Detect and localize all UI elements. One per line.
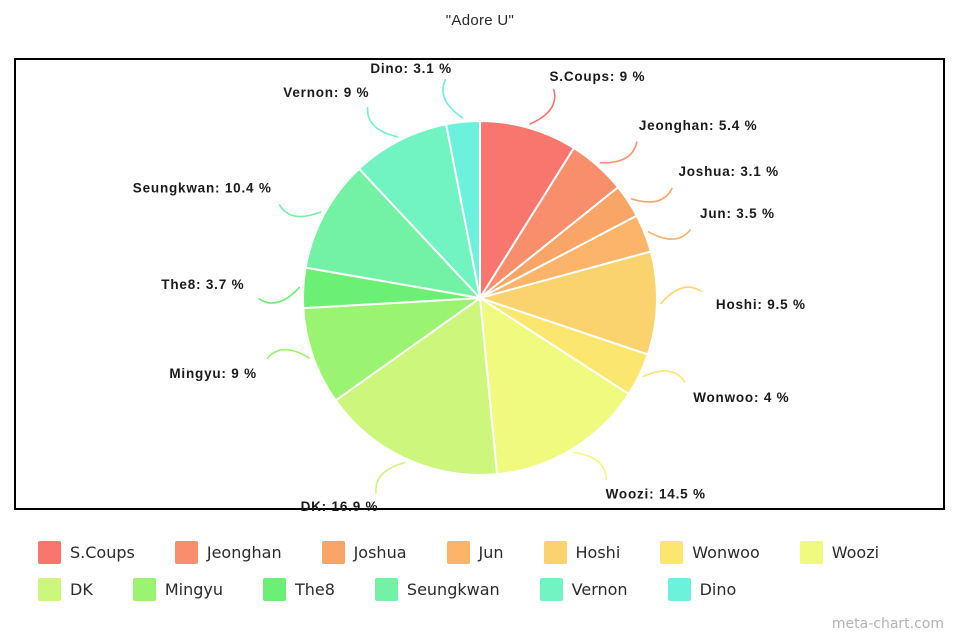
- legend-swatch-seungkwan: [374, 578, 398, 601]
- pie-chart: S.Coups: 9 % Jeonghan: 5.4 % Joshua: 3.1 %…: [133, 61, 806, 514]
- legend-label: Seungkwan: [406, 580, 500, 599]
- legend-row: S.Coups Jeonghan Joshua Jun Hoshi Wonwoo Woozi: [38, 541, 938, 564]
- legend-swatch-dk: [38, 578, 61, 601]
- pie-slice-dino: [445, 119, 481, 299]
- legend-item-the8: The8: [262, 578, 335, 601]
- callout-line-vernon: [366, 106, 399, 138]
- legend-swatch-scoups: [38, 541, 61, 564]
- slice-callout-vernon: Vernon: 9 %: [283, 85, 369, 100]
- legend-label: Hoshi: [575, 543, 621, 562]
- legend-swatch-woozi: [799, 541, 823, 564]
- legend-row: DK Mingyu The8 Seungkwan Vernon Dino: [38, 578, 938, 601]
- legend-swatch-mingyu: [132, 578, 156, 601]
- callout-line-woozi: [573, 451, 608, 481]
- legend-label: Mingyu: [164, 580, 223, 599]
- pie-slice-hoshi: [479, 250, 658, 356]
- legend-swatch-the8: [262, 578, 286, 601]
- callout-line-hoshi: [660, 286, 702, 305]
- legend-swatch-hoshi: [543, 541, 567, 564]
- pie-slice-mingyu: [302, 297, 481, 402]
- legend-item-dk: DK: [38, 578, 93, 601]
- legend-item-jun: Jun: [446, 541, 504, 564]
- legend-label: DK: [70, 580, 93, 599]
- pie-slice-dk: [334, 297, 499, 476]
- callout-line-the8: [258, 286, 301, 304]
- legend-swatch-jeonghan: [174, 541, 198, 564]
- pie-slice-seungkwan: [304, 167, 481, 299]
- legend-item-dino: Dino: [667, 578, 737, 601]
- slice-callout-woozi: Woozi: 14.5 %: [606, 486, 706, 501]
- watermark: meta-chart.com: [831, 616, 944, 632]
- slice-callout-seungkwan: Seungkwan: 10.4 %: [133, 181, 272, 196]
- legend-item-wonwoo: Wonwoo: [660, 541, 760, 564]
- callout-line-mingyu: [266, 348, 310, 360]
- legend-item-seungkwan: Seungkwan: [374, 578, 500, 601]
- legend-label: Dino: [699, 580, 737, 599]
- legend-item-vernon: Vernon: [539, 578, 628, 601]
- slice-callout-joshua: Joshua: 3.1 %: [678, 164, 778, 179]
- chart-title: "Adore U": [445, 12, 515, 29]
- legend-swatch-jun: [446, 541, 470, 564]
- legend-item-scoups: S.Coups: [38, 541, 135, 564]
- legend-item-woozi: Woozi: [799, 541, 880, 564]
- slice-callout-scoups: S.Coups: 9 %: [549, 69, 645, 84]
- legend-item-hoshi: Hoshi: [543, 541, 621, 564]
- legend-swatch-wonwoo: [660, 541, 684, 564]
- slice-callout-jeonghan: Jeonghan: 5.4 %: [639, 118, 758, 133]
- legend-item-jeonghan: Jeonghan: [174, 541, 282, 564]
- slice-callout-dino: Dino: 3.1 %: [370, 61, 452, 76]
- pie-slice-vernon: [358, 123, 481, 299]
- pie-slice-scoups: [479, 120, 575, 299]
- slice-callout-jun: Jun: 3.5 %: [700, 206, 775, 221]
- callout-line-seungkwan: [278, 204, 322, 218]
- chart-frame: S.Coups: 9 % Jeonghan: 5.4 % Joshua: 3.1 %…: [14, 58, 945, 514]
- slice-callout-dk: DK: 16.9 %: [301, 499, 379, 514]
- callout-line-wonwoo: [642, 370, 686, 383]
- legend-label: Woozi: [831, 543, 880, 562]
- legend-label: Wonwoo: [692, 543, 760, 562]
- callout-line-dino: [442, 78, 464, 119]
- legend-label: S.Coups: [70, 543, 135, 562]
- pie-slice-woozi: [479, 297, 630, 476]
- callout-line-jun: [647, 229, 692, 240]
- slice-callout-hoshi: Hoshi: 9.5 %: [716, 297, 806, 312]
- legend-label: Jun: [478, 543, 504, 562]
- legend-label: The8: [294, 580, 335, 599]
- legend-item-mingyu: Mingyu: [132, 578, 223, 601]
- chart-legend: S.Coups Jeonghan Joshua Jun Hoshi Wonwoo Woozi…: [38, 541, 938, 601]
- legend-swatch-joshua: [321, 541, 345, 564]
- slice-callout-the8: The8: 3.7 %: [161, 277, 244, 292]
- slice-callout-wonwoo: Wonwoo: 4 %: [693, 390, 789, 405]
- legend-label: Vernon: [571, 580, 628, 599]
- callout-line-scoups: [529, 88, 556, 125]
- legend-swatch-dino: [667, 578, 691, 601]
- legend-item-joshua: Joshua: [321, 541, 407, 564]
- legend-swatch-vernon: [539, 578, 563, 601]
- legend-label: Joshua: [353, 543, 407, 562]
- callout-line-joshua: [630, 187, 673, 203]
- slice-callout-mingyu: Mingyu: 9 %: [169, 366, 257, 381]
- callout-line-dk: [375, 461, 406, 494]
- legend-label: Jeonghan: [206, 543, 282, 562]
- callout-line-jeonghan: [599, 141, 638, 164]
